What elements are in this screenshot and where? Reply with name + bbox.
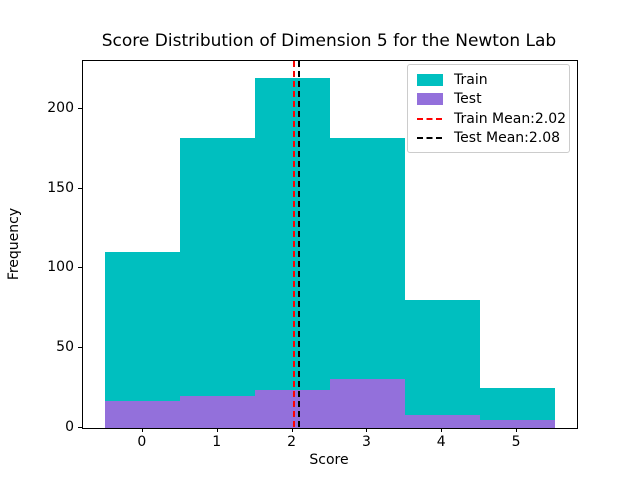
y-tick-label: 150 (47, 179, 74, 196)
y-tick-mark (78, 427, 82, 428)
test-bar (255, 389, 330, 428)
y-tick-mark (78, 187, 82, 189)
legend: Train Test Train Mean:2.02 Test Mean:2.0… (407, 64, 570, 153)
x-tick-mark (441, 428, 443, 432)
test-mean-line (297, 61, 300, 428)
x-tick-label: 3 (361, 434, 371, 450)
x-tick-mark (366, 428, 368, 432)
legend-item-train: Train (417, 70, 561, 90)
train-mean-line (293, 61, 296, 428)
x-tick-mark (141, 428, 143, 432)
test-bar (105, 400, 181, 428)
train-bar (404, 300, 480, 428)
train-mean-dash-icon (417, 117, 443, 120)
legend-item-train-mean: Train Mean:2.02 (417, 109, 566, 129)
test-bar (479, 420, 555, 428)
train-bar (255, 78, 330, 428)
y-tick-mark (78, 107, 82, 109)
test-bar (180, 396, 256, 428)
legend-label-test-mean: Test Mean:2.08 (454, 130, 561, 147)
chart-title: Score Distribution of Dimension 5 for th… (101, 31, 557, 51)
y-tick-label: 100 (47, 259, 74, 276)
x-tick-mark (291, 428, 293, 432)
legend-item-test: Test (417, 90, 561, 110)
train-swatch-icon (417, 73, 443, 86)
y-tick-label: 200 (47, 99, 74, 116)
x-tick-mark (216, 428, 218, 432)
legend-label-train: Train (454, 71, 488, 88)
test-swatch-icon (417, 93, 443, 106)
test-bar (404, 415, 480, 428)
test-mean-dash-icon (417, 137, 443, 140)
y-tick-label: 0 (65, 419, 74, 435)
y-axis-label: Frequency (6, 207, 22, 281)
x-tick-label: 2 (287, 434, 297, 450)
x-tick-label: 4 (436, 434, 446, 450)
x-axis-label: Score (309, 452, 349, 468)
y-tick-label: 50 (56, 339, 74, 356)
y-tick-mark (78, 347, 82, 349)
legend-item-test-mean: Test Mean:2.08 (417, 129, 561, 149)
train-bar (180, 137, 256, 428)
train-bar (105, 252, 181, 428)
x-tick-label: 5 (511, 434, 521, 450)
x-tick-mark (516, 428, 518, 432)
y-tick-mark (78, 267, 82, 269)
x-tick-label: 0 (137, 434, 147, 450)
legend-label-test: Test (454, 91, 482, 108)
test-bar (330, 378, 405, 428)
x-tick-label: 1 (212, 434, 222, 450)
legend-label-train-mean: Train Mean:2.02 (454, 110, 567, 127)
